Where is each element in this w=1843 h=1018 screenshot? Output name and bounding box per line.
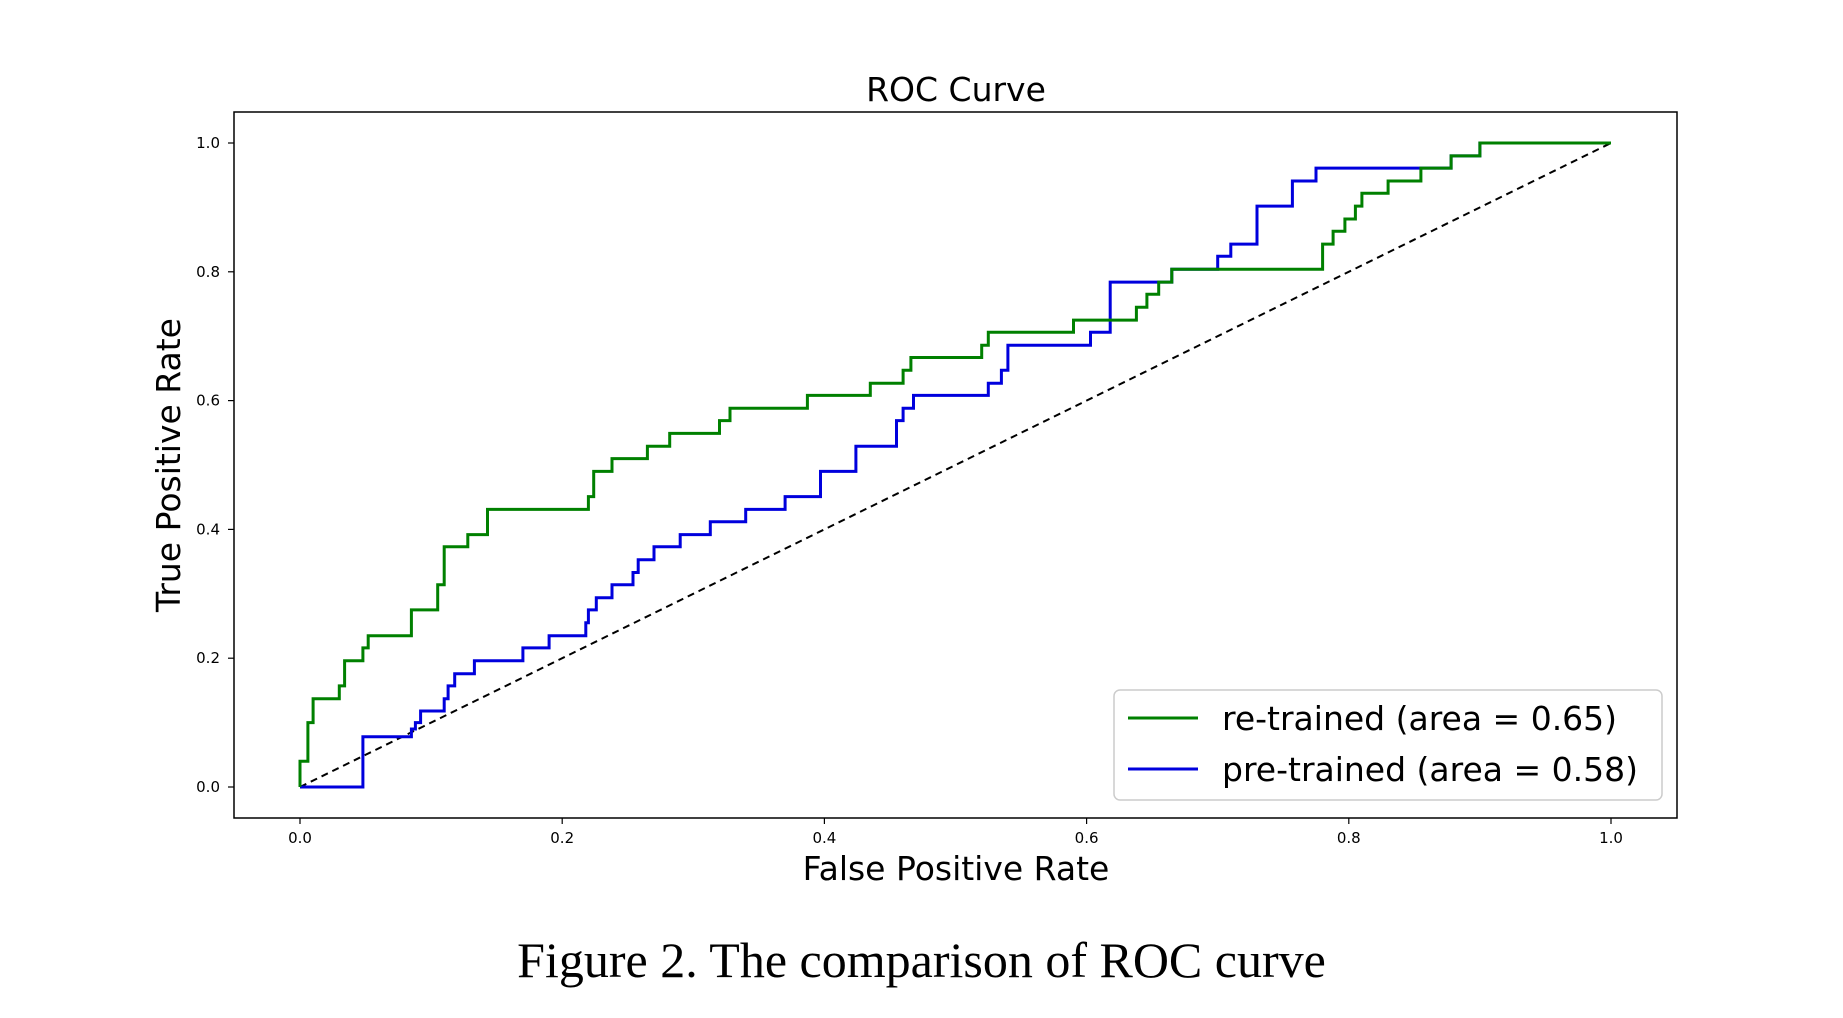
y-axis-ticks: 0.0 0.2 0.4 0.6 0.8 1.0 — [196, 134, 234, 796]
y-tick-label: 0.8 — [196, 263, 220, 281]
y-tick-label: 0.0 — [196, 778, 220, 796]
roc-line-re-trained — [298, 141, 1611, 787]
y-tick-label: 1.0 — [196, 134, 220, 152]
x-axis-label: False Positive Rate — [803, 849, 1110, 888]
series-layer — [298, 141, 1612, 789]
x-tick-label: 0.6 — [1075, 829, 1099, 847]
chance-diagonal-line — [299, 142, 1612, 788]
legend: re-trained (area = 0.65) pre-trained (ar… — [1113, 689, 1663, 801]
y-tick-label: 0.2 — [196, 649, 220, 667]
legend-label-pre-trained: pre-trained (area = 0.58) — [1222, 750, 1638, 789]
legend-label-re-trained: re-trained (area = 0.65) — [1222, 699, 1617, 738]
x-tick-label: 0.0 — [288, 829, 312, 847]
x-axis-ticks: 0.0 0.2 0.4 0.6 0.8 1.0 — [288, 818, 1623, 847]
y-axis-label: True Positive Rate — [149, 318, 188, 613]
y-tick-label: 0.6 — [196, 392, 220, 410]
x-tick-label: 0.2 — [550, 829, 574, 847]
plot-area-frame — [233, 111, 1678, 819]
chart-title: ROC Curve — [866, 70, 1046, 109]
y-tick-label: 0.4 — [196, 520, 220, 538]
legend-box — [1113, 689, 1663, 801]
x-tick-label: 1.0 — [1599, 829, 1623, 847]
x-tick-label: 0.8 — [1337, 829, 1361, 847]
roc-line-pre-trained — [300, 141, 1611, 789]
x-tick-label: 0.4 — [812, 829, 836, 847]
figure-caption: Figure 2. The comparison of ROC curve — [517, 932, 1326, 988]
